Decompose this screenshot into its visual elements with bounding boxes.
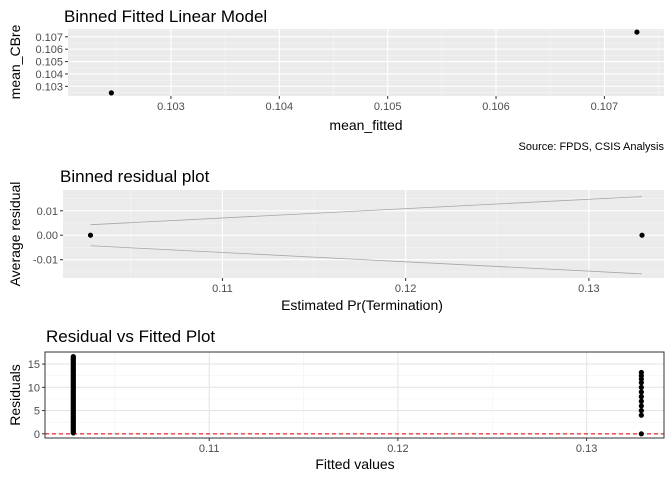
data-point (638, 369, 644, 376)
data-marks (45, 354, 664, 437)
x-tick-label: 0.13 (578, 283, 599, 295)
y-tick-label: 0.103 (35, 81, 63, 93)
bound-line-lower (90, 245, 643, 275)
tick-labels: 0.11 0.12 0.13 0 5 10 15 (28, 359, 598, 455)
panel-border (44, 351, 665, 439)
y-tick-label: -0.01 (33, 255, 58, 267)
x-axis-title: Fitted values (315, 456, 394, 472)
data-point (638, 389, 644, 395)
y-tick-label: 10 (28, 382, 40, 394)
tick-labels: 0.103 0.104 0.105 0.106 0.1070.1030.1040.105… (35, 32, 618, 113)
y-tick-label: 0.107 (35, 32, 63, 44)
grid (68, 29, 664, 96)
data-point (638, 398, 644, 404)
data-point (638, 380, 644, 386)
x-tick-label: 0.12 (395, 283, 416, 295)
x-tick-label: 0.104 (266, 101, 294, 113)
chart-residual-vs-fitted: Residual vs Fitted Plot 0.11 0.12 0.13 0 5 10… (7, 327, 665, 472)
chart-title: Binned Fitted Linear Model (64, 7, 267, 26)
data-point (638, 394, 644, 400)
y-axis-title: Residuals (7, 364, 23, 425)
data-point (638, 384, 644, 390)
plot-panel (45, 352, 664, 438)
data-point (638, 431, 644, 437)
y-tick-label: 15 (28, 359, 40, 371)
chart-title: Binned residual plot (60, 167, 210, 186)
data-marks (87, 196, 645, 275)
data-point (108, 90, 114, 96)
data-point (639, 232, 645, 238)
chart-binned-residual: Binned residual plot 0.11 0.12 0.13 0.01 0.0… (7, 167, 664, 313)
tick-labels: 0.11 0.12 0.13 0.01 0.00 -0.01 (33, 206, 600, 295)
data-point (634, 29, 640, 35)
x-tick-label: 0.107 (591, 101, 619, 113)
x-tick-label: 0.11 (212, 283, 233, 295)
data-point (70, 354, 76, 360)
x-tick-label: 0.13 (576, 443, 597, 455)
x-tick-label: 0.105 (374, 101, 402, 113)
y-tick-label: 0.105 (35, 57, 63, 69)
y-tick-label: 5 (34, 406, 40, 418)
caption: Source: FPDS, CSIS Analysis (519, 141, 665, 153)
y-axis-title: Average residual (7, 182, 23, 287)
y-axis-title: mean_CBre (7, 24, 23, 99)
data-marks (108, 29, 640, 96)
data-point (638, 407, 644, 414)
x-axis-title: mean_fitted (329, 117, 402, 133)
data-point (638, 403, 644, 409)
x-axis-title: Estimated Pr(Termination) (281, 297, 443, 313)
y-tick-label: 0.01 (37, 206, 58, 218)
plot-panel (68, 29, 664, 96)
data-point (638, 412, 644, 418)
x-tick-label: 0.106 (482, 101, 510, 113)
y-tick-label: 0.104 (35, 69, 63, 81)
y-tick-label: 0 (34, 429, 40, 441)
x-tick-label: 0.103 (157, 101, 185, 113)
y-tick-label: 0.00 (37, 230, 58, 242)
chart-title: Residual vs Fitted Plot (46, 327, 215, 346)
y-tick-label: 0.106 (35, 44, 63, 56)
data-point (87, 232, 94, 238)
chart-binned-fitted: Binned Fitted Linear Model 0.103 0.104 0.1… (7, 7, 664, 153)
plot-panel (63, 190, 664, 278)
x-tick-label: 0.12 (387, 443, 408, 455)
x-tick-label: 0.11 (199, 443, 220, 455)
bound-line-upper (90, 196, 643, 226)
